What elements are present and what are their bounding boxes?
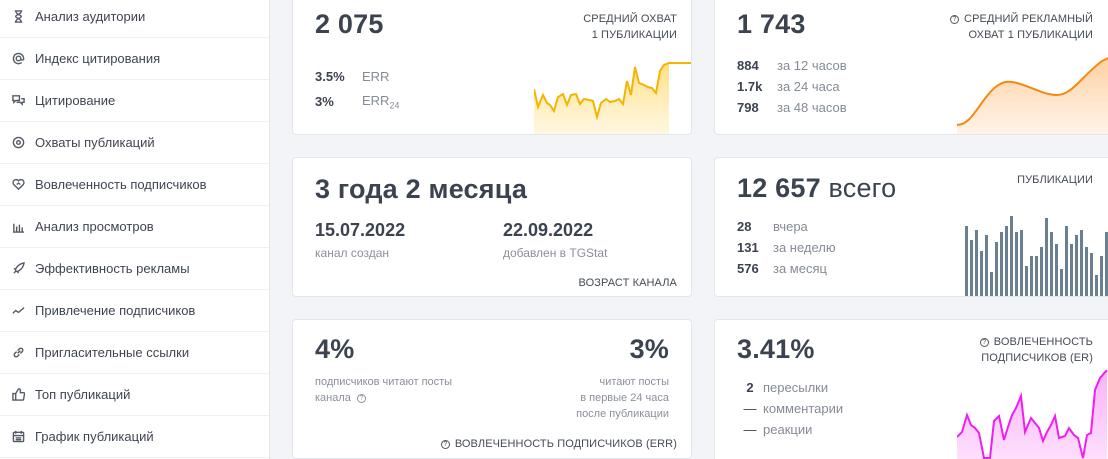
- sidebar-item-ad-effectiveness[interactable]: Эффективность рекламы: [0, 248, 269, 290]
- messages-icon: [11, 94, 25, 108]
- calendar-icon: [11, 430, 25, 444]
- sidebar-item-label: Эффективность рекламы: [35, 261, 190, 276]
- help-icon[interactable]: ?: [440, 440, 450, 449]
- bar-chart-icon: [11, 220, 25, 234]
- sidebar-item-citation-index[interactable]: Индекс цитирования: [0, 38, 269, 80]
- publications-bar-sparkline: [965, 216, 1108, 296]
- help-icon[interactable]: ?: [950, 15, 960, 24]
- link-icon: [11, 346, 25, 360]
- trend-line-icon: [11, 304, 25, 318]
- avg-reach-value: 2 075: [315, 9, 384, 39]
- err-caption: ? ВОВЛЕЧЕННОСТЬ ПОДПИСЧИКОВ (ERR): [440, 436, 677, 452]
- channel-age-caption: ВОЗРАСТ КАНАЛА: [578, 277, 677, 289]
- sidebar-item-post-schedule[interactable]: График публикаций: [0, 416, 269, 458]
- added-date: 22.09.2022: [503, 220, 594, 240]
- publications-value: 12 657 всего: [737, 173, 897, 203]
- er-forwards-row: 2 пересылки: [746, 380, 829, 395]
- thumb-up-icon: [11, 388, 25, 402]
- sidebar-item-label: Анализ просмотров: [35, 219, 154, 234]
- er-sparkline: [957, 370, 1108, 459]
- sidebar-item-audience-analysis[interactable]: Анализ аудитории: [0, 0, 269, 38]
- sidebar-item-label: Пригласительные ссылки: [35, 345, 190, 360]
- sidebar-item-label: Цитирование: [35, 93, 116, 108]
- created-date: 15.07.2022: [315, 220, 406, 240]
- sidebar-item-invite-links[interactable]: Пригласительные ссылки: [0, 332, 269, 374]
- sidebar-item-views-analysis[interactable]: Анализ просмотров: [0, 206, 269, 248]
- er-comments-row: — комментарии: [743, 401, 844, 416]
- heart-handshake-icon: [11, 178, 25, 192]
- rocket-icon: [11, 262, 25, 276]
- err24-row: 3% ERR24: [315, 93, 400, 111]
- err-right-text: читают посты в первые 24 часа после публ…: [576, 376, 669, 420]
- sidebar-item-label: Индекс цитирования: [35, 51, 161, 66]
- sidebar-item-engagement[interactable]: Вовлеченность подписчиков: [0, 164, 269, 206]
- publications-card: 12 657 всего ПУБЛИКАЦИИ 28 вчера 131 за …: [714, 157, 1108, 297]
- err-row: 3.5% ERR: [315, 69, 390, 84]
- er-reactions-row: — реакции: [743, 422, 813, 437]
- ad-reach-48h-row: 798 за 48 часов: [737, 100, 847, 115]
- sidebar-item-label: Топ публикаций: [35, 387, 131, 402]
- ad-reach-card: 1 743 ? СРЕДНИЙ РЕКЛАМНЫЙ ОХВАТ 1 ПУБЛИКА…: [714, 0, 1108, 135]
- publications-week-row: 131 за неделю: [737, 240, 836, 255]
- sidebar-item-label: Вовлеченность подписчиков: [35, 177, 207, 192]
- channel-age-card: 3 года 2 месяца 15.07.2022 канал создан …: [292, 157, 692, 297]
- avg-reach-sparkline: [534, 62, 691, 134]
- help-icon[interactable]: ?: [979, 338, 989, 347]
- ad-reach-caption: ? СРЕДНИЙ РЕКЛАМНЫЙ ОХВАТ 1 ПУБЛИКАЦИИ: [950, 11, 1093, 43]
- avg-reach-caption: СРЕДНИЙ ОХВАТ 1 ПУБЛИКАЦИИ: [583, 13, 677, 41]
- sidebar-item-label: Охваты публикаций: [35, 135, 155, 150]
- added-label: добавлен в TGStat: [503, 246, 608, 260]
- publications-caption: ПУБЛИКАЦИИ: [1017, 174, 1093, 186]
- er-card: 3.41% ? ВОВЛЕЧЕННОСТЬ ПОДПИСЧИКОВ (ER) 2 …: [714, 319, 1108, 459]
- er-caption: ? ВОВЛЕЧЕННОСТЬ ПОДПИСЧИКОВ (ER): [979, 336, 1093, 364]
- sidebar-item-citations[interactable]: Цитирование: [0, 80, 269, 122]
- publications-month-row: 576 за месяц: [737, 261, 827, 276]
- sidebar-item-top-posts[interactable]: Топ публикаций: [0, 374, 269, 416]
- hourglass-icon: [11, 10, 25, 24]
- eye-icon: [11, 136, 25, 150]
- sidebar-nav: Анализ аудитории Индекс цитирования Цити…: [0, 0, 270, 459]
- ad-reach-sparkline: [957, 57, 1108, 134]
- created-label: канал создан: [315, 246, 390, 260]
- sidebar-item-label: График публикаций: [35, 429, 154, 444]
- channel-age-value: 3 года 2 месяца: [315, 174, 528, 204]
- publications-yesterday-row: 28 вчера: [737, 219, 808, 234]
- ad-reach-24h-row: 1.7k за 24 часа: [737, 79, 840, 94]
- sidebar-item-label: Анализ аудитории: [35, 9, 146, 24]
- sidebar-item-label: Привлечение подписчиков: [35, 303, 196, 318]
- er-value: 3.41%: [737, 334, 815, 364]
- err-right-value: 3%: [629, 334, 669, 364]
- err-left-text: подписчиков читают посты канала ?: [315, 376, 453, 404]
- avg-reach-card: 2 075 СРЕДНИЙ ОХВАТ 1 ПУБЛИКАЦИИ 3.5% ER…: [292, 0, 692, 135]
- help-icon[interactable]: ?: [356, 394, 366, 403]
- err-card: 4% подписчиков читают посты канала ? 3% …: [292, 319, 692, 459]
- ad-reach-value: 1 743: [737, 9, 806, 39]
- at-icon: [11, 52, 25, 66]
- err-left-value: 4%: [315, 334, 355, 364]
- sidebar-item-post-reach[interactable]: Охваты публикаций: [0, 122, 269, 164]
- ad-reach-12h-row: 884 за 12 часов: [737, 58, 847, 73]
- sidebar-item-subscriber-acquisition[interactable]: Привлечение подписчиков: [0, 290, 269, 332]
